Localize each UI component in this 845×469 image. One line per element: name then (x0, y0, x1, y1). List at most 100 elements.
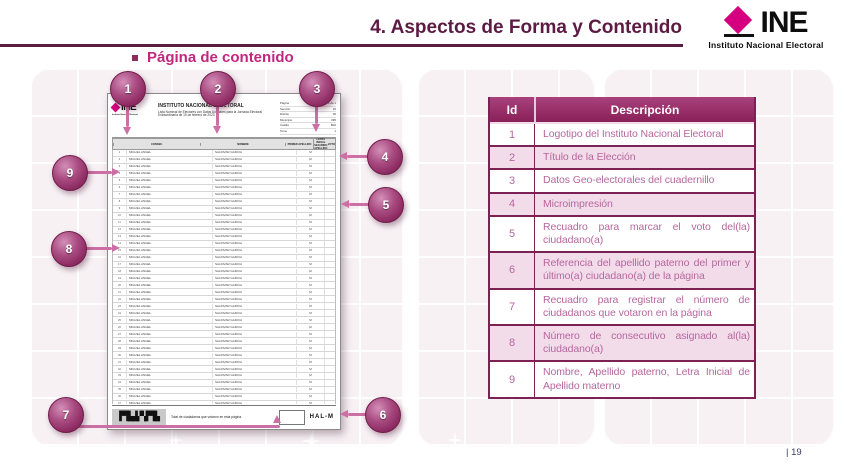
table-row: 1 Logotipo del Instituto Nacional Electo… (490, 124, 754, 148)
vote-box-cell (324, 310, 335, 317)
vote-box-cell (324, 198, 335, 205)
vote-box-cell (324, 345, 335, 352)
document-column-header: PRIMER APELLIDO (285, 142, 313, 146)
document-row: 11 MIGUEL ANGEL SALDIVAR GARCIA M (113, 219, 335, 227)
arrowhead-2 (213, 126, 221, 134)
callout-1: 1 (110, 71, 146, 107)
reference-table-body: 1 Logotipo del Instituto Nacional Electo… (490, 124, 754, 397)
document-row: 2 MIGUEL ANGEL SALDIVAR GARCIA M (113, 156, 335, 164)
vote-box-cell (324, 379, 335, 386)
document-row: 4 MIGUEL ANGEL SALDIVAR GARCIA M (113, 170, 335, 178)
document-row: 8 MIGUEL ANGEL SALDIVAR GARCIA M (113, 198, 335, 206)
vote-box-cell (324, 366, 335, 372)
ine-brand-text: INE (760, 6, 808, 39)
document-description: Lista Nominal de Electores con Datos Aux… (158, 109, 263, 118)
geo-field: Sección 25 (280, 106, 336, 113)
table-row: 7 Recuadro para registrar el número de c… (490, 289, 754, 327)
row-description: Título de la Elección (543, 151, 636, 164)
document-row: 9 MIGUEL ANGEL SALDIVAR GARCIA M (113, 205, 335, 213)
arrow-5 (349, 202, 369, 206)
arrowhead-4 (339, 151, 347, 160)
row-id: 9 (490, 362, 535, 397)
header-descripcion: Descripción (610, 102, 680, 117)
document-row: 22 MIGUEL ANGEL SALDIVAR GARCIA M (113, 296, 335, 304)
callout-9: 9 (52, 155, 88, 191)
geo-field: Tomo 1 (280, 128, 336, 135)
arrowhead-5 (341, 199, 349, 208)
document-row: 30 MIGUEL ANGEL SALDIVAR GARCIA M (113, 352, 335, 360)
document-row: 6 MIGUEL ANGEL SALDIVAR GARCIA M (113, 184, 335, 192)
document-row: 25 MIGUEL ANGEL SALDIVAR GARCIA M (113, 317, 335, 325)
vote-box-cell (324, 296, 335, 303)
vote-box-cell (324, 247, 335, 254)
row-description: Número de consecutivo asignado al(la) ci… (543, 330, 750, 356)
vote-box-cell (324, 205, 335, 212)
row-id: 4 (490, 193, 535, 215)
document-row: 15 MIGUEL ANGEL SALDIVAR GARCIA M (113, 247, 335, 255)
document-row: 23 MIGUEL ANGEL SALDIVAR GARCIA M (113, 303, 335, 311)
title-underline (0, 44, 683, 47)
section-label: Página de contenido (147, 49, 294, 66)
document-org-block: INSTITUTO NACIONAL ELECTORAL Lista Nomin… (156, 97, 280, 118)
table-row: 6 Referencia del apellido paterno del pr… (490, 253, 754, 290)
row-description: Referencia del apellido paterno del prim… (543, 257, 750, 283)
row-description: Datos Geo-electorales del cuadernillo (543, 174, 715, 187)
document-row: 36 MIGUEL ANGEL SALDIVAR GARCIA M (113, 393, 335, 401)
geo-field: Municipio 095 (280, 117, 336, 124)
geo-field: Casilla B02 (280, 123, 336, 129)
vote-box-cell (324, 177, 335, 184)
document-row: 20 MIGUEL ANGEL SALDIVAR GARCIA M (113, 282, 335, 290)
table-row: 4 Microimpresión (490, 193, 754, 217)
total-input-box (278, 409, 305, 425)
document-ine-brand: INE (121, 102, 137, 113)
arrowhead-1 (123, 127, 131, 135)
arrowhead-3 (312, 124, 320, 132)
vote-box-cell (324, 386, 335, 393)
document-row: 26 MIGUEL ANGEL SALDIVAR GARCIA M (113, 324, 335, 332)
document-row: 28 MIGUEL ANGEL SALDIVAR GARCIA M (113, 338, 335, 346)
page-number: | 19 (786, 447, 802, 458)
vote-box-cell (324, 233, 335, 240)
document-row: 21 MIGUEL ANGEL SALDIVAR GARCIA M (113, 289, 335, 297)
row-id: 1 (490, 124, 535, 146)
document-row: 10 MIGUEL ANGEL SALDIVAR GARCIA M (113, 212, 335, 220)
vote-box-cell (324, 324, 335, 331)
arrow-4 (347, 154, 368, 158)
bullet-square-icon (132, 54, 138, 61)
callout-4: 4 (367, 139, 403, 175)
vote-box-cell (324, 331, 335, 338)
document-row: 7 MIGUEL ANGEL SALDIVAR GARCIA M (113, 191, 335, 199)
document-row: 31 MIGUEL ANGEL SALDIVAR GARCIA M (113, 359, 335, 367)
table-row: 2 Título de la Elección (490, 147, 754, 171)
vote-box-cell (324, 219, 335, 226)
reference-table: Id Descripción 1 Logotipo del Instituto … (488, 97, 756, 399)
vote-box-cell (324, 268, 335, 275)
slide-title: 4. Aspectos de Forma y Contenido (370, 17, 682, 38)
reference-table-header: Id Descripción (490, 97, 754, 124)
row-description: Microimpresión (543, 197, 613, 210)
vote-box-cell (324, 400, 335, 404)
document-row: 17 MIGUEL ANGEL SALDIVAR GARCIA M (113, 261, 335, 269)
document-row: 32 MIGUEL ANGEL SALDIVAR GARCIA M (113, 366, 335, 373)
document-footer: ▛▜▙▟▞▚▛▜▙ Total de ciudadanos que votaro… (112, 405, 336, 426)
document-row: 12 MIGUEL ANGEL SALDIVAR GARCIA M (113, 226, 335, 234)
vote-box-cell (324, 240, 335, 247)
document-row: 3 MIGUEL ANGEL SALDIVAR GARCIA M (113, 163, 335, 171)
arrowhead-9 (112, 167, 120, 176)
row-id: 6 (490, 253, 535, 288)
sparkle-icon (398, 58, 420, 80)
document-header: INE Instituto Nacional Electoral INSTITU… (110, 97, 336, 138)
document-row: 13 MIGUEL ANGEL SALDIVAR GARCIA M (113, 233, 335, 241)
vote-box-cell (324, 191, 335, 198)
document-row: 24 MIGUEL ANGEL SALDIVAR GARCIA M (113, 310, 335, 318)
document-column-header: LETRA INICIAL SEGUNDO APELLIDO (313, 138, 328, 150)
vote-box-cell (324, 163, 335, 170)
callout-3: 3 (299, 71, 335, 107)
callout-8: 8 (51, 231, 87, 267)
sparkle-icon (592, 434, 606, 448)
document-row: 16 MIGUEL ANGEL SALDIVAR GARCIA M (113, 254, 335, 262)
vote-box-cell (324, 359, 335, 366)
surname-reference: HAL-M (309, 414, 334, 420)
document-column-headers: CONSEC. NOMBRE PRIMER APELLIDO LETRA INICIA… (112, 138, 336, 150)
arrowhead-8 (112, 243, 120, 252)
